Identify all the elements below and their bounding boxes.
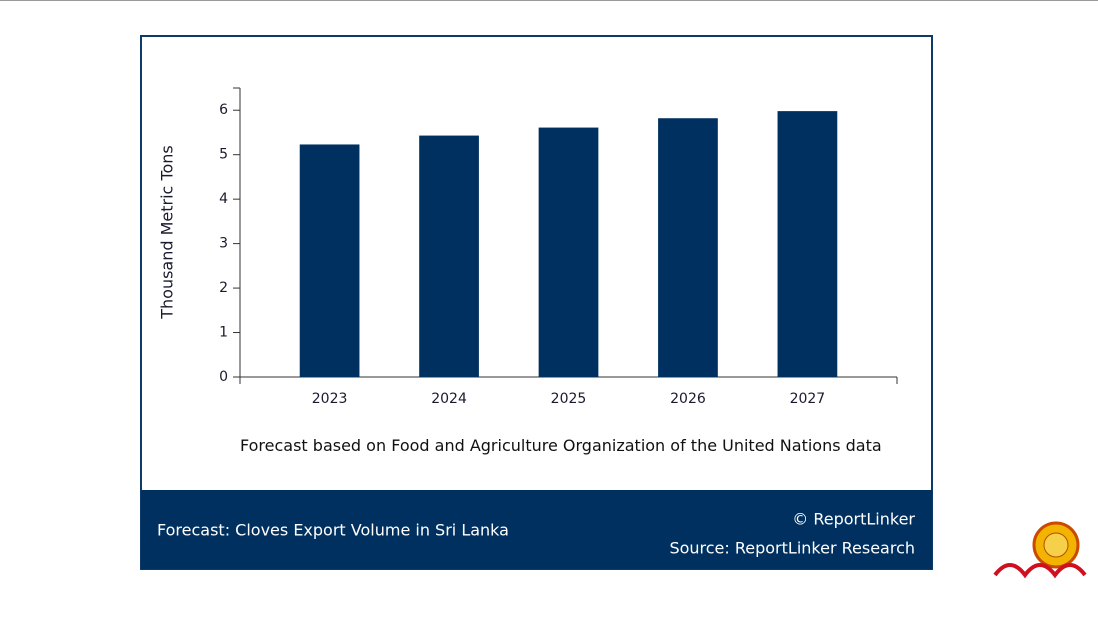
x-tick-label: 2027 <box>790 391 826 407</box>
y-tick-label: 6 <box>219 102 228 118</box>
bar <box>658 118 718 377</box>
x-tick-label: 2023 <box>312 391 348 407</box>
bar <box>777 111 838 378</box>
y-tick-label: 4 <box>219 191 228 207</box>
logo-face <box>1043 532 1069 558</box>
note: Forecast based on Food and Agriculture O… <box>240 436 882 455</box>
footer-band <box>141 490 932 569</box>
y-tick-label: 5 <box>219 147 228 163</box>
bar <box>419 135 479 377</box>
bar <box>299 144 360 377</box>
y-tick-label: 2 <box>219 280 228 296</box>
x-tick-label: 2024 <box>431 391 467 407</box>
x-tick-label: 2026 <box>670 391 706 407</box>
logo-script <box>993 563 1087 579</box>
source: Source: ReportLinker Research <box>669 539 915 558</box>
y-tick-label: 0 <box>219 369 228 385</box>
y-axis-label: Thousand Metric Tons <box>158 145 177 320</box>
bar <box>538 127 599 377</box>
y-tick-label: 1 <box>219 325 228 341</box>
logo <box>993 521 1087 579</box>
x-tick-label: 2025 <box>551 391 587 407</box>
y-tick-label: 3 <box>219 236 228 252</box>
copyright: © ReportLinker <box>792 510 915 529</box>
footer-title: Forecast: Cloves Export Volume in Sri La… <box>157 521 509 540</box>
